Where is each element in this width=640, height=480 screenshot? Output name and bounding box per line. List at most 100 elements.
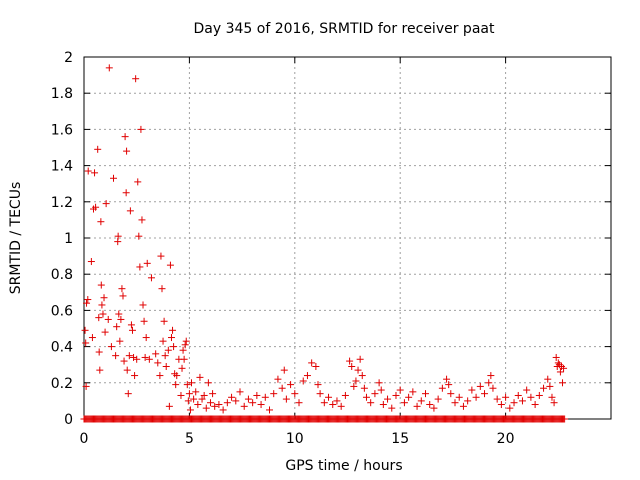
data-point [178,364,186,372]
data-point [100,294,108,302]
data-point [185,390,193,398]
data-point [443,375,451,383]
data-point [421,390,429,398]
data-point [204,379,212,387]
data-point [125,352,133,360]
data-point [167,334,175,342]
data-point [180,355,188,363]
data-point [83,299,91,307]
data-point [102,200,110,208]
data-point [358,372,366,380]
data-point [156,372,164,380]
data-point [119,292,127,300]
data-point [295,399,303,407]
data-point [188,379,196,387]
data-point [157,252,165,260]
data-point [127,321,135,329]
data-point [202,404,210,412]
data-point [95,314,103,322]
data-point [489,384,497,392]
data-point [291,390,299,398]
data-point [392,391,400,399]
data-point [166,261,174,269]
data-point [170,343,178,351]
y-tick-label: 1.6 [51,122,73,138]
grid-lines [84,57,611,419]
y-tick-label: 0.8 [51,267,73,283]
data-point [99,310,107,318]
data-point [181,341,189,349]
data-point [540,384,548,392]
chart-title: Day 345 of 2016, SRMTID for receiver paa… [194,21,495,37]
y-tick-label: 2 [64,50,73,66]
data-point [154,359,162,367]
data-point [362,393,370,401]
data-point [194,401,202,409]
data-point [367,399,375,407]
data-point [97,218,105,226]
data-point [138,216,146,224]
data-point [190,395,198,403]
data-point [211,402,219,410]
data-point [438,384,446,392]
data-point [497,401,505,409]
data-point [434,395,442,403]
data-point [502,393,510,401]
data-point [152,350,160,358]
data-point [116,337,124,345]
data-point [514,391,522,399]
data-point [274,375,282,383]
data-point [110,174,118,182]
data-point [96,366,104,374]
data-point [169,326,177,334]
data-point [101,328,109,336]
data-point [219,406,227,414]
data-point [544,375,552,383]
data-point [143,259,151,267]
data-point [123,366,131,374]
data-point [91,169,99,177]
data-point [134,178,142,186]
data-point [303,372,311,380]
data-point [510,399,518,407]
x-tick-label: 0 [80,431,89,447]
data-point [236,388,244,396]
data-point [84,296,92,304]
data-point [107,343,115,351]
y-tick-label: 0.2 [51,376,73,392]
data-point [316,390,324,398]
data-point [82,382,90,390]
data-point [308,359,316,367]
data-point [184,397,192,405]
data-point [455,393,463,401]
data-point [476,382,484,390]
data-points [80,64,569,423]
data-point [451,399,459,407]
data-point [360,384,368,392]
data-point [200,391,208,399]
data-point [160,317,168,325]
data-point [377,386,385,394]
data-point [161,352,169,360]
data-point [192,388,200,396]
data-point [145,355,153,363]
data-point [139,301,147,309]
data-point [142,334,150,342]
data-point [337,402,345,410]
data-point [396,386,404,394]
data-point [105,64,113,72]
y-tick-label: 1 [64,231,73,247]
zero-point [561,415,569,423]
data-point [112,352,120,360]
data-point [487,372,495,380]
data-point [249,399,257,407]
data-point [384,395,392,403]
x-axis-label: GPS time / hours [285,458,402,474]
data-point [550,399,558,407]
data-point [552,353,560,361]
data-point [352,377,360,385]
data-point [147,274,155,282]
data-point [88,334,96,342]
data-point [464,397,472,405]
